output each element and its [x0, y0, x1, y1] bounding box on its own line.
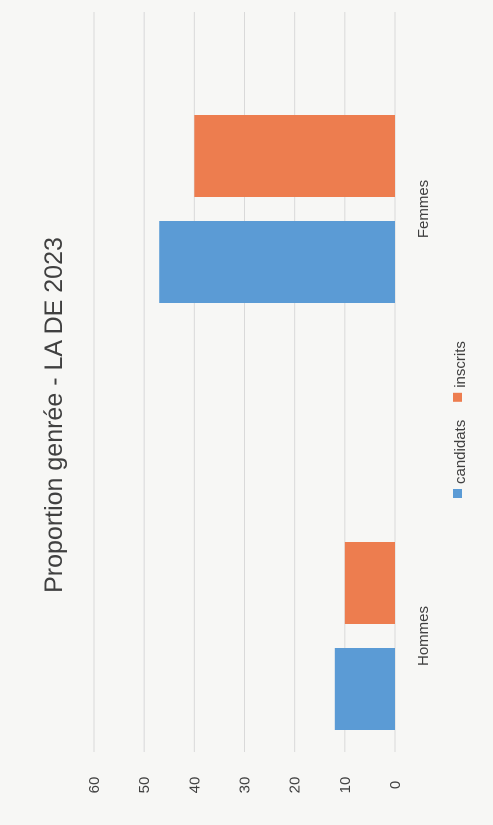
legend-swatch [453, 489, 462, 498]
legend-label: inscrits [452, 341, 469, 388]
y-tick-label: 50 [136, 777, 153, 794]
y-tick-label: 30 [237, 777, 254, 794]
bar-inscrits-femmes [194, 115, 395, 197]
legend: candidats inscrits [452, 341, 469, 498]
y-axis-ticks: 0 10 20 30 40 50 60 [86, 777, 404, 794]
category-label: Femmes [415, 180, 432, 238]
y-tick-label: 20 [287, 777, 304, 794]
legend-label: candidats [452, 420, 469, 484]
bar-inscrits-hommes [344, 542, 395, 624]
x-axis-categories: Hommes Femmes [415, 180, 432, 666]
bar-candidats-femmes [159, 221, 395, 303]
category-label: Hommes [415, 606, 432, 666]
y-tick-label: 0 [387, 781, 404, 789]
y-tick-label: 10 [337, 777, 354, 794]
y-tick-label: 60 [86, 777, 103, 794]
bar-candidats-hommes [334, 648, 395, 730]
legend-swatch [453, 392, 462, 402]
y-tick-label: 40 [186, 777, 203, 794]
chart-title: Proportion genrée - LA DE 2023 [40, 237, 68, 593]
bars [159, 115, 395, 730]
